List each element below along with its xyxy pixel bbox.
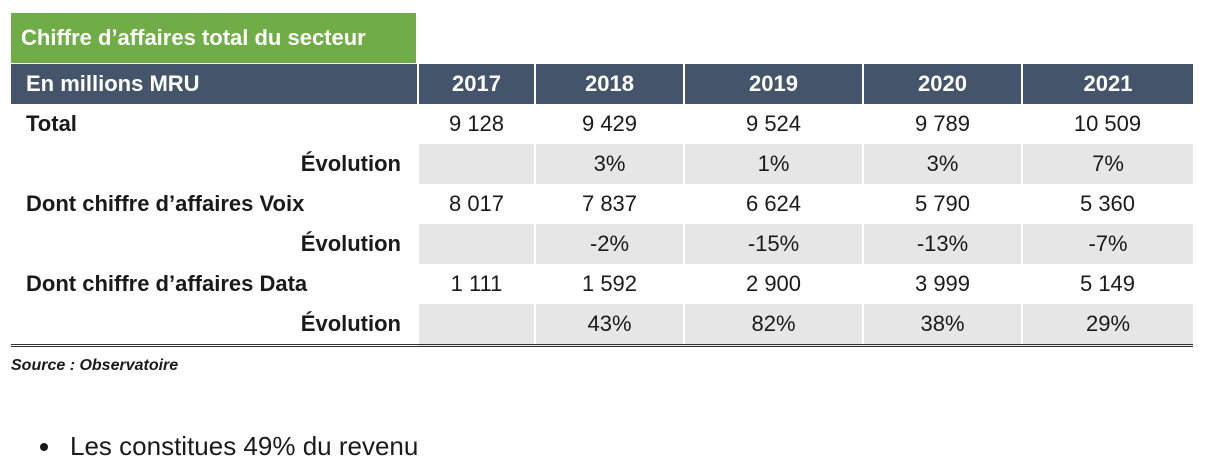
cell [417, 144, 535, 184]
row-label: Total [26, 111, 77, 136]
header-year-2021: 2021 [1021, 64, 1193, 104]
table-title: Chiffre d’affaires total du secteur [11, 13, 416, 63]
row-label: Évolution [11, 224, 418, 264]
cell: 5 790 [914, 191, 971, 216]
cell: 2 900 [745, 271, 802, 296]
row-label: Évolution [11, 304, 418, 347]
cell: 7% [1021, 144, 1193, 184]
cell: 38% [862, 304, 1022, 347]
row-label: Évolution [11, 144, 418, 184]
cell: 1 111 [450, 271, 503, 296]
header-year-2017: 2017 [417, 64, 535, 104]
bullet-dot-icon [40, 442, 48, 451]
row-label: Dont chiffre d’affaires Data [26, 271, 308, 296]
cell: 3 999 [914, 271, 971, 296]
row-label: Dont chiffre d’affaires Voix [26, 191, 305, 216]
cell: 7 837 [581, 191, 638, 216]
cell: 82% [683, 304, 863, 347]
bullet-item: Les constitues 49% du revenu [40, 431, 418, 462]
cell: -13% [862, 224, 1022, 264]
header-year-2018: 2018 [534, 64, 684, 104]
cell: 6 624 [745, 191, 802, 216]
cell: -7% [1021, 224, 1193, 264]
cell: -2% [534, 224, 684, 264]
cell: 29% [1021, 304, 1193, 347]
cell: 10 509 [1073, 111, 1142, 136]
bullet-text: Les constitues 49% du revenu [70, 431, 419, 461]
cell: 1% [683, 144, 863, 184]
row-total: Total 9 128 9 429 9 524 9 789 10 509 [11, 104, 1193, 144]
source-note: Source : Observatoire [11, 357, 179, 374]
table-header-row: En millions MRU 2017 2018 2019 2020 2021 [11, 64, 1193, 104]
cell: 5 149 [1079, 271, 1136, 296]
row-evolution-data: Évolution 43% 82% 38% 29% [11, 304, 1193, 347]
cell: 9 128 [448, 111, 505, 136]
cell: 5 360 [1079, 191, 1136, 216]
cell [417, 224, 535, 264]
header-year-2020: 2020 [862, 64, 1022, 104]
cell: 9 429 [581, 111, 638, 136]
row-evolution-voix: Évolution -2% -15% -13% -7% [11, 224, 1193, 264]
row-evolution-total: Évolution 3% 1% 3% 7% [11, 144, 1193, 184]
row-voix: Dont chiffre d’affaires Voix 8 017 7 837… [11, 184, 1193, 224]
header-year-2019: 2019 [683, 64, 863, 104]
cell: 9 789 [914, 111, 971, 136]
revenue-table: En millions MRU 2017 2018 2019 2020 2021… [11, 64, 1193, 347]
header-unit: En millions MRU [11, 64, 418, 104]
cell: 3% [862, 144, 1022, 184]
cell: 1 592 [581, 271, 638, 296]
cell: -15% [683, 224, 863, 264]
cell: 9 524 [745, 111, 802, 136]
cell [417, 304, 535, 347]
cell: 8 017 [448, 191, 505, 216]
cell: 43% [534, 304, 684, 347]
row-data: Dont chiffre d’affaires Data 1 111 1 592… [11, 264, 1193, 304]
cell: 3% [534, 144, 684, 184]
